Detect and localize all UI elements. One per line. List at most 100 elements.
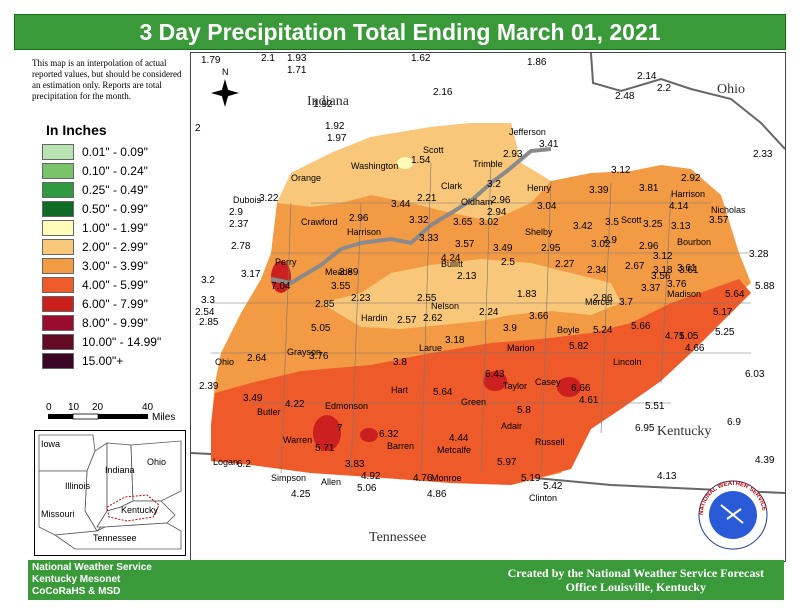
precip-value: 4.71 [665,331,685,342]
legend-item: 0.10" - 0.24" [42,163,148,179]
precip-value: 3.12 [653,251,673,262]
county-label: Scott [621,215,642,225]
county-label: Barren [387,441,414,451]
precip-value: 3.5 [605,217,619,228]
precip-value: 2.1 [261,53,275,64]
legend-label: 3.00" - 3.99" [82,259,148,273]
precip-value: 4.25 [291,489,311,500]
legend-swatch [42,220,74,236]
precip-value: 7.04 [271,281,291,292]
precip-value: 5.17 [713,307,733,318]
precip-value: 3.02 [591,239,611,250]
precip-value: 2.23 [351,293,371,304]
precip-value: 5.05 [311,323,331,334]
inset-indiana [106,442,134,512]
map-title: 3 Day Precipitation Total Ending March 0… [139,18,661,45]
precip-value: 1.97 [327,133,347,144]
precip-value: 2.37 [229,219,249,230]
precip-value: 3.55 [331,281,351,292]
precip-value: 1.79 [201,55,221,66]
legend-swatch [42,334,74,350]
precip-zone-2in-north [277,123,551,221]
legend-label: 0.50" - 0.99" [82,202,148,216]
locator-inset-map: Iowa Illinois Indiana Ohio Missouri Kent… [34,430,186,556]
precip-value: 5.64 [433,387,453,398]
precip-value: 2.55 [417,293,437,304]
county-label: Meade [325,267,353,277]
precip-value: 3.17 [241,269,261,280]
legend-title: In Inches [46,122,107,138]
precip-value: 3.32 [409,215,429,226]
precip-value: 5.8 [517,405,531,416]
county-label: Mercer [585,297,613,307]
precip-value: 2.24 [479,307,499,318]
precip-value: 2.92 [681,173,701,184]
legend-item: 2.00" - 2.99" [42,239,148,255]
precip-value: 3.83 [345,459,365,470]
precip-value: 4.86 [427,489,447,500]
precip-value: 3.49 [243,393,263,404]
precip-value: 3.81 [639,183,659,194]
disclaimer-text: This map is an interpolation of actual r… [32,58,182,101]
footer-bar: National Weather Service Kentucky Mesone… [28,560,784,600]
precip-value: 2.9 [603,235,617,246]
county-label: Adair [501,421,522,431]
county-label: Shelby [525,227,553,237]
precip-value: 1.83 [517,289,537,300]
precip-value: 3.2 [201,275,215,286]
ohio-river [270,147,552,286]
precip-value: 5.24 [593,325,613,336]
legend-item: 3.00" - 3.99" [42,258,148,274]
precip-value: 5.97 [497,457,517,468]
precip-zone-1in-scott [397,157,413,169]
state-label-indiana: Indiana [307,94,350,109]
state-label-kentucky: Kentucky [657,424,711,439]
precip-value: 7 [337,423,343,434]
precip-value: 1.54 [411,155,431,166]
county-label: Ohio [215,357,234,367]
precip-value: 2.13 [457,271,477,282]
precip-value: 5.06 [357,483,377,494]
scale-seg-2 [72,413,99,420]
precip-value: 5.51 [645,401,665,412]
precip-value: 2.78 [231,241,251,252]
scale-tick-40: 40 [142,402,154,413]
precip-value: 3.13 [671,221,691,232]
precip-value: 5.42 [543,481,563,492]
inset-cwa-outline [106,494,160,522]
inset-label-tennessee: Tennessee [93,533,137,543]
precip-value: 3.57 [455,239,475,250]
legend-item: 15.00"+ [42,353,123,369]
precip-value: 2.34 [587,265,607,276]
county-label: Scott [423,145,444,155]
precip-value: 6.95 [635,423,655,434]
precip-value: 2.57 [397,315,417,326]
precip-value: 2.86 [593,293,613,304]
precip-zone-6in-perry [271,261,291,293]
county-label: Edmonson [325,401,368,411]
county-label: Logan [213,457,238,467]
precip-value: 6.43 [485,369,505,380]
precip-value: 1.86 [527,57,547,68]
footer-creator-line-2: Office Louisville, Kentucky [565,580,706,594]
inset-label-illinois: Illinois [65,481,91,491]
precip-value: 5.88 [755,281,775,292]
footer-creator: Created by the National Weather Service … [508,566,764,594]
legend-item: 0.25" - 0.49" [42,182,148,198]
legend-item: 10.00" - 14.99" [42,334,161,350]
county-label: Green [461,397,486,407]
legend-label: 8.00" - 9.99" [82,316,148,330]
title-bar: 3 Day Precipitation Total Ending March 0… [14,14,786,50]
precip-value: 2.85 [199,317,219,328]
precip-value: 2.5 [501,257,515,268]
precip-value: 3.37 [641,283,661,294]
precip-value: 2.39 [199,381,219,392]
precip-value: 6.32 [379,429,399,440]
county-label: Larue [419,343,442,353]
precip-value: 3.76 [309,351,329,362]
precip-value: 4.76 [413,473,433,484]
precip-value: 4.44 [449,433,469,444]
precip-value: 2.96 [349,213,369,224]
legend-swatch [42,258,74,274]
precip-value: 5.25 [715,327,735,338]
